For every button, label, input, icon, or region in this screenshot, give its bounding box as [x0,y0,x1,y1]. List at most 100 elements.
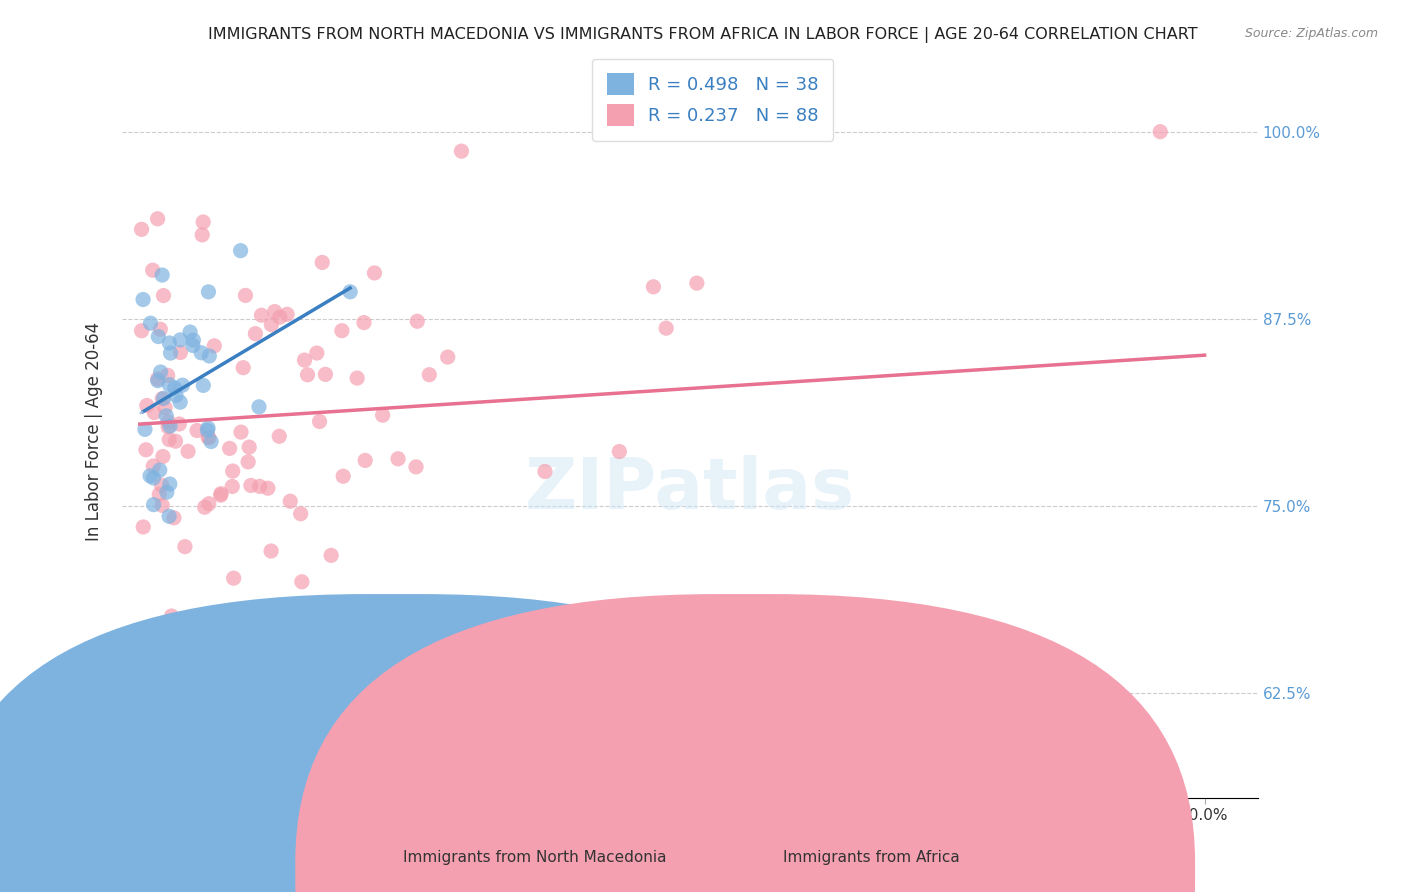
Immigrants from Africa [153,401,176,415]
Immigrants from Africa [238,440,260,454]
Text: Source: ZipAtlas.com: Source: ZipAtlas.com [1244,27,1378,40]
Immigrants from Africa [353,316,375,330]
Immigrants from Africa [354,453,377,467]
Immigrants from Africa [235,288,257,302]
Immigrants from Africa [222,464,245,478]
Immigrants from North Macedonia [149,463,172,477]
Immigrants from North Macedonia [157,377,180,392]
Immigrants from North Macedonia [159,419,181,434]
Immigrants from Africa [150,478,173,492]
Immigrants from North Macedonia [148,329,170,343]
Immigrants from North Macedonia [339,285,361,299]
Immigrants from Africa [157,420,180,434]
Immigrants from Africa [143,405,166,419]
Immigrants from Africa [157,415,180,429]
Immigrants from Africa [131,222,153,236]
Immigrants from North Macedonia [142,498,165,512]
Immigrants from Africa [686,276,709,290]
Immigrants from Africa [297,368,319,382]
Immigrants from Africa [174,540,197,554]
Immigrants from Africa [278,494,301,508]
Immigrants from Africa [371,408,394,422]
Text: Immigrants from North Macedonia: Immigrants from North Macedonia [402,850,666,865]
Immigrants from Africa [169,417,191,431]
Immigrants from Africa [236,455,259,469]
Immigrants from North Macedonia [200,434,222,449]
Immigrants from North Macedonia [139,468,162,483]
Immigrants from North Macedonia [247,400,270,414]
Immigrants from Africa [169,345,191,359]
Immigrants from Africa [148,487,170,501]
Legend: R = 0.498   N = 38, R = 0.237   N = 88: R = 0.498 N = 38, R = 0.237 N = 88 [592,59,834,141]
Immigrants from Africa [363,266,385,280]
Immigrants from Africa [405,459,427,474]
Immigrants from Africa [534,465,557,479]
Immigrants from Africa [186,424,208,438]
Immigrants from Africa [332,469,354,483]
Immigrants from North Macedonia [155,409,177,423]
Immigrants from Africa [146,211,169,226]
Immigrants from Africa [263,304,285,318]
Immigrants from Africa [314,368,336,382]
Immigrants from North Macedonia [139,316,162,330]
Immigrants from Africa [330,324,353,338]
Immigrants from Africa [149,322,172,336]
Immigrants from Africa [257,481,280,495]
Immigrants from Africa [152,450,174,464]
Immigrants from Africa [249,479,271,493]
Immigrants from North Macedonia [157,509,180,524]
Immigrants from North Macedonia [142,471,165,485]
Immigrants from Africa [135,442,157,457]
Immigrants from Africa [290,507,312,521]
Text: IMMIGRANTS FROM NORTH MACEDONIA VS IMMIGRANTS FROM AFRICA IN LABOR FORCE | AGE 2: IMMIGRANTS FROM NORTH MACEDONIA VS IMMIG… [208,27,1198,43]
Immigrants from Africa [165,434,187,449]
Immigrants from Africa [655,321,678,335]
Immigrants from Africa [346,371,368,385]
Immigrants from Africa [191,227,214,242]
Immigrants from Africa [294,353,316,368]
Y-axis label: In Labor Force | Age 20-64: In Labor Force | Age 20-64 [86,322,103,541]
Immigrants from Africa [436,350,458,364]
Immigrants from North Macedonia [181,338,204,352]
Immigrants from Africa [643,280,665,294]
Immigrants from Africa [269,429,291,443]
Immigrants from Africa [209,486,232,500]
Immigrants from Africa [250,308,273,322]
Immigrants from Africa [150,392,173,406]
Immigrants from Africa [222,571,245,585]
Immigrants from Africa [276,307,298,321]
Immigrants from Africa [305,346,328,360]
Immigrants from North Macedonia [163,381,186,395]
Immigrants from North Macedonia [150,268,173,282]
Immigrants from Africa [209,488,232,502]
Immigrants from Africa [131,324,153,338]
Immigrants from Africa [749,765,772,780]
Immigrants from North Macedonia [229,244,252,258]
Immigrants from Africa [150,499,173,513]
Immigrants from North Macedonia [165,388,187,402]
Immigrants from North Macedonia [197,421,219,435]
Immigrants from North Macedonia [149,365,172,379]
Immigrants from Africa [157,433,180,447]
Immigrants from North Macedonia [132,293,155,307]
Immigrants from North Macedonia [159,346,181,360]
Immigrants from Africa [132,520,155,534]
Immigrants from Africa [198,431,221,445]
Immigrants from North Macedonia [193,378,215,392]
Immigrants from North Macedonia [197,424,219,438]
Text: Immigrants from Africa: Immigrants from Africa [783,850,960,865]
Immigrants from North Macedonia [183,333,205,347]
Immigrants from Africa [142,263,165,277]
Immigrants from North Macedonia [179,325,201,339]
Immigrants from Africa [160,609,183,624]
Immigrants from North Macedonia [190,346,212,360]
Immigrants from Africa [1149,125,1171,139]
Immigrants from Africa [198,497,221,511]
Immigrants from Africa [135,399,157,413]
Immigrants from North Macedonia [159,477,181,491]
Immigrants from Africa [387,451,409,466]
Immigrants from Africa [177,444,200,458]
Immigrants from North Macedonia [197,285,219,299]
Immigrants from Africa [609,444,631,458]
Immigrants from Africa [418,368,440,382]
